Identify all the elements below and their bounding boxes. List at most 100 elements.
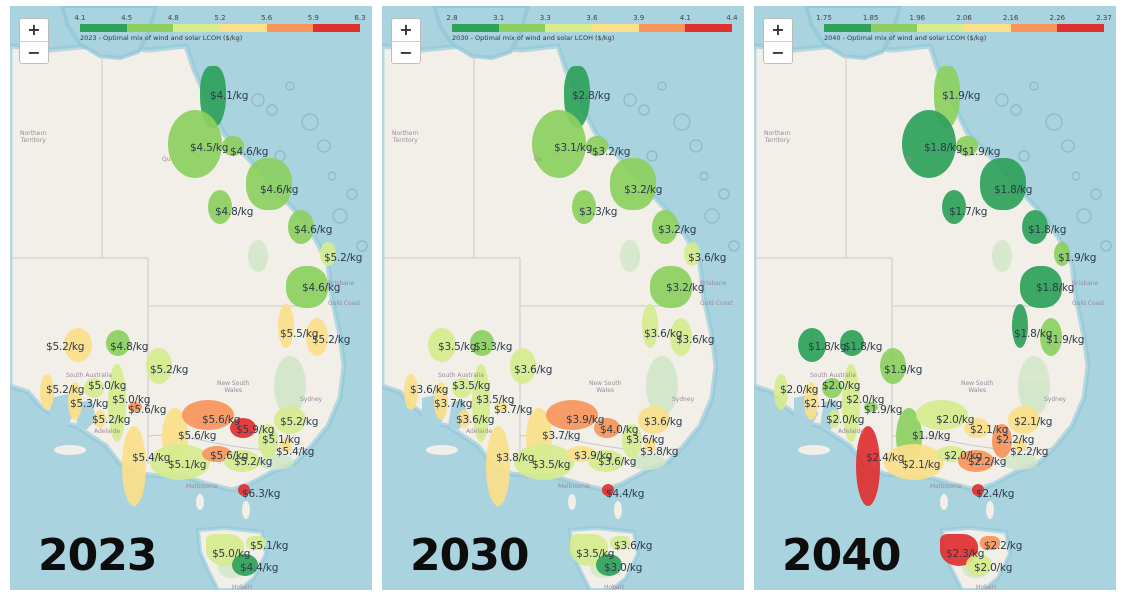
lcoh-region-shape[interactable]	[956, 136, 978, 156]
year-label: 2023	[38, 530, 157, 581]
lcoh-region-shape[interactable]	[964, 418, 990, 438]
lcoh-region-shape[interactable]	[942, 190, 966, 224]
lcoh-region-shape[interactable]	[246, 158, 292, 210]
lcoh-region-shape[interactable]	[222, 136, 244, 156]
lcoh-region-shape[interactable]	[610, 536, 630, 550]
lcoh-region-shape[interactable]	[64, 328, 92, 362]
lcoh-region-shape[interactable]	[884, 444, 944, 480]
lcoh-region-shape[interactable]	[452, 378, 472, 398]
lcoh-region-shape[interactable]	[472, 364, 490, 442]
lcoh-region-shape[interactable]	[610, 158, 656, 210]
lcoh-region-shape[interactable]	[94, 410, 106, 428]
lcoh-region-shape[interactable]	[572, 190, 596, 224]
lcoh-region-shape[interactable]	[150, 444, 210, 480]
zoom-out-button[interactable]: −	[27, 43, 41, 62]
lcoh-region-shape[interactable]	[822, 378, 842, 398]
lcoh-region-shape[interactable]	[532, 110, 586, 178]
lcoh-region-shape[interactable]	[182, 400, 234, 430]
place-label: Northern Territory	[392, 130, 419, 144]
lcoh-region-shape[interactable]	[230, 418, 256, 438]
lcoh-region-shape[interactable]	[958, 450, 994, 472]
lcoh-region-shape[interactable]	[966, 554, 992, 576]
lcoh-region-shape[interactable]	[1054, 242, 1070, 266]
lcoh-region-shape[interactable]	[208, 190, 232, 224]
lcoh-region-shape[interactable]	[774, 374, 788, 410]
lcoh-region-shape[interactable]	[1022, 210, 1048, 244]
lcoh-region-shape[interactable]	[1012, 304, 1028, 348]
lcoh-region-shape[interactable]	[684, 242, 700, 266]
lcoh-region-shape[interactable]	[1008, 406, 1040, 434]
lcoh-region-shape[interactable]	[168, 110, 222, 178]
lcoh-region-shape[interactable]	[642, 304, 658, 348]
lcoh-region-shape[interactable]	[670, 318, 692, 356]
lcoh-region-shape[interactable]	[856, 426, 880, 506]
lcoh-region-shape[interactable]	[258, 424, 278, 458]
lcoh-region-shape[interactable]	[404, 374, 418, 410]
zoom-out-button[interactable]: −	[771, 43, 785, 62]
lcoh-region-shape[interactable]	[828, 410, 840, 428]
lcoh-region-shape[interactable]	[246, 536, 266, 550]
lcoh-region-shape[interactable]	[40, 374, 54, 410]
lcoh-region-shape[interactable]	[992, 424, 1012, 458]
lcoh-region-shape[interactable]	[650, 266, 692, 308]
lcoh-region-shape[interactable]	[232, 554, 258, 576]
lcoh-region-shape[interactable]	[514, 444, 574, 480]
lcoh-region-shape[interactable]	[280, 438, 292, 452]
lcoh-region-shape[interactable]	[1020, 266, 1062, 308]
lcoh-region-shape[interactable]	[602, 484, 614, 496]
lcoh-region-shape[interactable]	[288, 210, 314, 244]
lcoh-region-shape[interactable]	[596, 554, 622, 576]
lcoh-region-shape[interactable]	[842, 364, 860, 442]
lcoh-region-shape[interactable]	[122, 426, 146, 506]
lcoh-region-shape[interactable]	[1014, 438, 1026, 452]
lcoh-region-shape[interactable]	[434, 382, 448, 420]
lcoh-region-shape[interactable]	[916, 400, 968, 430]
lcoh-region-shape[interactable]	[108, 364, 126, 442]
place-label: Melbourne	[930, 483, 962, 490]
lcoh-region-shape[interactable]	[594, 418, 620, 438]
lcoh-region-shape[interactable]	[494, 402, 508, 412]
lcoh-region-shape[interactable]	[224, 450, 260, 472]
lcoh-region-shape[interactable]	[128, 402, 142, 412]
zoom-in-button[interactable]: +	[20, 19, 48, 42]
lcoh-region-shape[interactable]	[652, 210, 678, 244]
lcoh-region-shape[interactable]	[278, 304, 294, 348]
lcoh-region-shape[interactable]	[286, 266, 328, 308]
lcoh-region-shape[interactable]	[274, 406, 306, 434]
lcoh-region-shape[interactable]	[864, 402, 878, 412]
lcoh-region-shape[interactable]	[980, 536, 1000, 550]
lcoh-region-shape[interactable]	[306, 318, 328, 356]
lcoh-region-shape[interactable]	[880, 348, 906, 384]
lcoh-region-shape[interactable]	[68, 382, 82, 420]
map-panel-2023[interactable]: + − 4.1 4.5 4.8 5.2 5.6 5.9 6.3 2023 - Optimal…	[10, 6, 372, 590]
zoom-out-button[interactable]: −	[399, 43, 413, 62]
lcoh-region-shape[interactable]	[588, 450, 624, 472]
lcoh-region-shape[interactable]	[1040, 318, 1062, 356]
lcoh-region-shape[interactable]	[804, 382, 818, 420]
lcoh-region-shape[interactable]	[428, 328, 456, 362]
map-panel-2030[interactable]: + − 2.8 3.1 3.3 3.6 3.9 4.1 4.4 2030 - Optimal…	[382, 6, 744, 590]
lcoh-region-shape[interactable]	[470, 330, 494, 356]
lcoh-region-shape[interactable]	[510, 348, 536, 384]
lcoh-region-shape[interactable]	[980, 158, 1026, 210]
lcoh-region-shape[interactable]	[798, 328, 826, 362]
lcoh-region-shape[interactable]	[146, 348, 172, 384]
lcoh-region-shape[interactable]	[644, 438, 656, 452]
lcoh-region-shape[interactable]	[320, 242, 336, 266]
lcoh-region-shape[interactable]	[586, 136, 608, 156]
lcoh-region-shape[interactable]	[486, 426, 510, 506]
lcoh-region-shape[interactable]	[638, 406, 670, 434]
lcoh-region-shape[interactable]	[546, 400, 598, 430]
lcoh-region-shape[interactable]	[84, 378, 104, 398]
zoom-in-button[interactable]: +	[764, 19, 792, 42]
lcoh-region-label: $5.1/kg	[250, 540, 289, 552]
map-panel-2040[interactable]: + − 1.75 1.85 1.96 2.06 2.16 2.26 2.37 2040 - …	[754, 6, 1116, 590]
lcoh-region-shape[interactable]	[622, 424, 642, 458]
lcoh-region-shape[interactable]	[106, 330, 130, 356]
lcoh-region-shape[interactable]	[902, 110, 956, 178]
lcoh-region-shape[interactable]	[238, 484, 250, 496]
lcoh-region-shape[interactable]	[458, 410, 470, 428]
lcoh-region-shape[interactable]	[972, 484, 984, 496]
zoom-in-button[interactable]: +	[392, 19, 420, 42]
lcoh-region-shape[interactable]	[840, 330, 864, 356]
